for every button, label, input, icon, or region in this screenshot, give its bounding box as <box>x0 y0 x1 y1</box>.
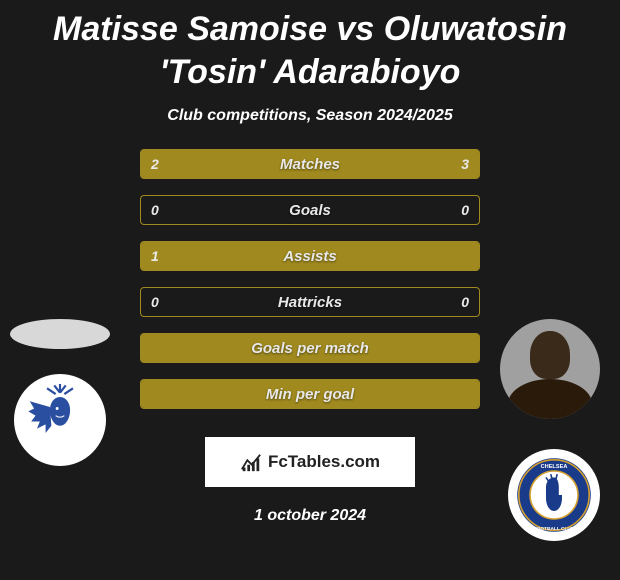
watermark-text: FcTables.com <box>268 452 380 472</box>
stat-label: Goals <box>141 196 479 224</box>
stat-bars: Matches23Goals00Assists1Hattricks00Goals… <box>140 149 480 425</box>
player-left-photo <box>10 319 110 349</box>
stat-value-left: 0 <box>151 288 159 316</box>
club-right-badge: CHELSEA FOOTBALL CLUB <box>508 449 600 541</box>
subtitle: Club competitions, Season 2024/2025 <box>0 107 620 125</box>
stat-row: Goals0 0 <box>140 195 480 225</box>
stat-row: Hattricks0 0 <box>140 287 480 317</box>
stat-label: Matches <box>141 150 479 178</box>
player-right-photo <box>500 319 600 419</box>
stat-value-left: 1 <box>151 242 159 270</box>
stat-value-right: 0 <box>461 196 469 224</box>
stat-row: Goals per match <box>140 333 480 363</box>
page-title: Matisse Samoise vs Oluwatosin 'Tosin' Ad… <box>0 0 620 93</box>
stat-row: Min per goal <box>140 379 480 409</box>
stat-value-left: 2 <box>151 150 159 178</box>
stat-value-right: 0 <box>461 288 469 316</box>
svg-text:CHELSEA: CHELSEA <box>541 464 568 470</box>
stat-row: Assists1 <box>140 241 480 271</box>
svg-text:FOOTBALL CLUB: FOOTBALL CLUB <box>534 526 575 532</box>
stat-label: Min per goal <box>141 380 479 408</box>
stat-label: Assists <box>141 242 479 270</box>
stat-value-left: 0 <box>151 196 159 224</box>
stat-row: Matches2 3 <box>140 149 480 179</box>
fctables-logo-icon <box>240 451 262 473</box>
stat-value-right: 3 <box>461 150 469 178</box>
chelsea-badge-icon: CHELSEA FOOTBALL CLUB <box>514 455 594 535</box>
stat-label: Goals per match <box>141 334 479 362</box>
club-left-badge <box>14 374 106 466</box>
stat-label: Hattricks <box>141 288 479 316</box>
gent-chief-icon <box>24 384 96 456</box>
comparison-area: CHELSEA FOOTBALL CLUB Matches23Goals00As… <box>0 149 620 429</box>
watermark[interactable]: FcTables.com <box>205 437 415 487</box>
